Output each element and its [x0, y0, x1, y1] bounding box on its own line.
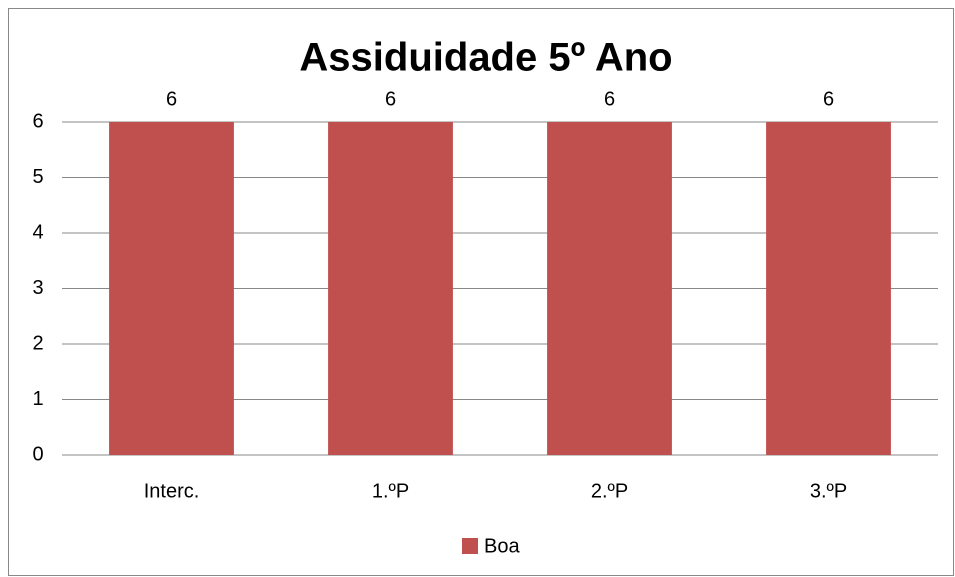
x-tick-label: 2.ºP [591, 480, 628, 502]
data-label: 6 [604, 88, 615, 110]
x-tick-label: Interc. [144, 480, 200, 502]
legend-label: Boa [484, 535, 520, 557]
chart-title: Assiduidade 5º Ano [299, 36, 672, 80]
y-tick-label: 1 [32, 388, 43, 410]
legend-swatch [462, 538, 478, 554]
bar [109, 122, 234, 455]
bar [547, 122, 672, 455]
data-label: 6 [166, 88, 177, 110]
bar [328, 122, 453, 455]
y-tick-label: 6 [32, 110, 43, 132]
y-tick-label: 4 [32, 221, 43, 243]
data-label: 6 [385, 88, 396, 110]
x-tick-label: 3.ºP [810, 480, 847, 502]
y-tick-label: 3 [32, 277, 43, 299]
x-tick-label: 1.ºP [372, 480, 409, 502]
y-tick-label: 2 [32, 332, 43, 354]
data-label: 6 [823, 88, 834, 110]
y-tick-label: 5 [32, 166, 43, 188]
y-tick-label: 0 [32, 443, 43, 465]
bar [766, 122, 891, 455]
